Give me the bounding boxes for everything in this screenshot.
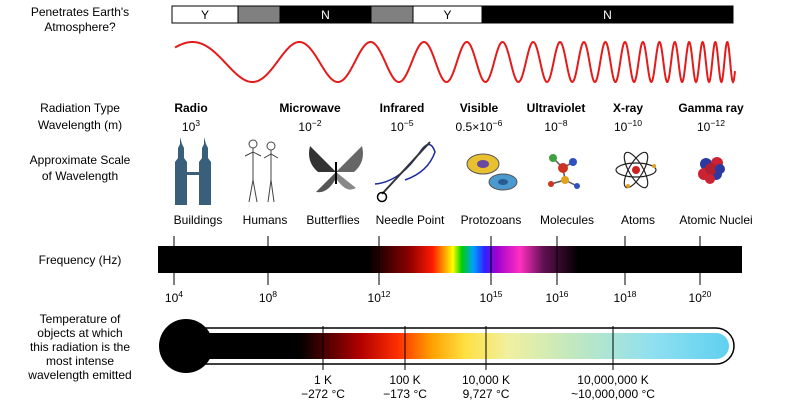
atmosphere-segment [481, 5, 734, 24]
frequency-tick-label: 1020 [689, 289, 712, 305]
temperature-celsius: 9,727 °C [463, 387, 510, 401]
humans-icon [244, 139, 279, 203]
temperature-celsius: −173 °C [383, 387, 427, 401]
scale-label: Protozoans [461, 213, 522, 227]
radiation-wavelength: 10−5 [390, 118, 413, 134]
temperature-label-line: this radiation is the [30, 340, 130, 354]
butterfly-icon [309, 146, 363, 193]
atmosphere-segment-label: Y [201, 8, 209, 22]
atmosphere-segment [237, 5, 281, 24]
scale-label: Molecules [540, 213, 594, 227]
radiation-row: Radio 103 Microwave 10−2 Infrared 10−5 Visible… [174, 101, 744, 134]
atom-icon [615, 151, 657, 189]
frequency-tick-label: 1012 [368, 289, 391, 305]
needle-icon [374, 141, 436, 203]
radiation-name: Gamma ray [678, 101, 744, 115]
nucleus-icon [698, 157, 725, 184]
frequency-ticks: 104 108 1012 1015 1016 1018 1020 [165, 236, 712, 305]
temperature-kelvin: 100 K [389, 373, 420, 387]
scale-labels: Buildings Humans Butterflies Needle Point Pr… [174, 213, 753, 227]
protozoan-icon [466, 153, 518, 191]
twin-towers-icon [175, 137, 211, 205]
frequency-tick-label: 104 [165, 289, 183, 305]
scale-label: Humans [243, 213, 288, 227]
temperature-celsius: −272 °C [301, 387, 345, 401]
frequency-tick-label: 1018 [614, 289, 637, 305]
radiation-wavelength: 10−10 [614, 118, 642, 134]
temperature-label-line: objects at which [37, 326, 122, 340]
scale-label: Atoms [621, 213, 655, 227]
frequency-tick-label: 1015 [480, 289, 503, 305]
radiation-type-label: Radiation Type [40, 101, 120, 115]
radiation-name: Radio [174, 101, 207, 115]
frequency-label: Frequency (Hz) [39, 253, 122, 267]
scale-label-line2: of Wavelength [42, 169, 118, 183]
temperature-celsius: ~10,000,000 °C [571, 387, 655, 401]
temperature-kelvin: 1 K [314, 373, 332, 387]
atmosphere-segment [370, 5, 414, 24]
atmosphere-segment-label: N [603, 8, 612, 22]
radiation-name: Infrared [380, 101, 425, 115]
frequency-tick-label: 1016 [546, 289, 569, 305]
scale-label: Needle Point [376, 213, 445, 227]
molecule-icon [548, 154, 580, 189]
scale-label: Buildings [174, 213, 223, 227]
wavelength-wave [174, 40, 736, 84]
temperature-label-line: Temperature of [40, 312, 121, 326]
temperature-ticks: 1 K−272 °C 100 K−173 °C 10,000 K9,727 °C 10… [301, 326, 655, 401]
temperature-kelvin: 10,000 K [462, 373, 510, 387]
thermometer-bulb [159, 319, 213, 373]
scale-label: Atomic Nuclei [679, 213, 752, 227]
frequency-bar [158, 246, 742, 273]
radiation-name: X-ray [613, 101, 643, 115]
radiation-wavelength: 0.5×10−6 [456, 118, 503, 134]
atmosphere-segment-label: Y [443, 8, 451, 22]
radiation-wavelength: 10−2 [298, 118, 321, 134]
atmosphere-label-line2: Atmosphere? [44, 20, 116, 34]
atmosphere-segment-label: N [321, 8, 330, 22]
radiation-wavelength: 103 [182, 118, 200, 134]
radiation-name: Visible [460, 101, 499, 115]
wavelength-label: Wavelength (m) [38, 118, 122, 132]
radiation-wavelength: 10−8 [544, 118, 567, 134]
temperature-kelvin: 10,000,000 K [577, 373, 648, 387]
atmosphere-label-line1: Penetrates Earth's [31, 5, 129, 19]
scale-label: Butterflies [306, 213, 359, 227]
scale-label-line1: Approximate Scale [30, 153, 131, 167]
frequency-tick-label: 108 [259, 289, 277, 305]
radiation-name: Microwave [279, 101, 341, 115]
temperature-label-line: most intense [46, 354, 114, 368]
temperature-label-line: wavelength emitted [27, 368, 131, 382]
radiation-wavelength: 10−12 [697, 118, 725, 134]
thermometer-tube [178, 333, 729, 359]
radiation-name: Ultraviolet [527, 101, 586, 115]
